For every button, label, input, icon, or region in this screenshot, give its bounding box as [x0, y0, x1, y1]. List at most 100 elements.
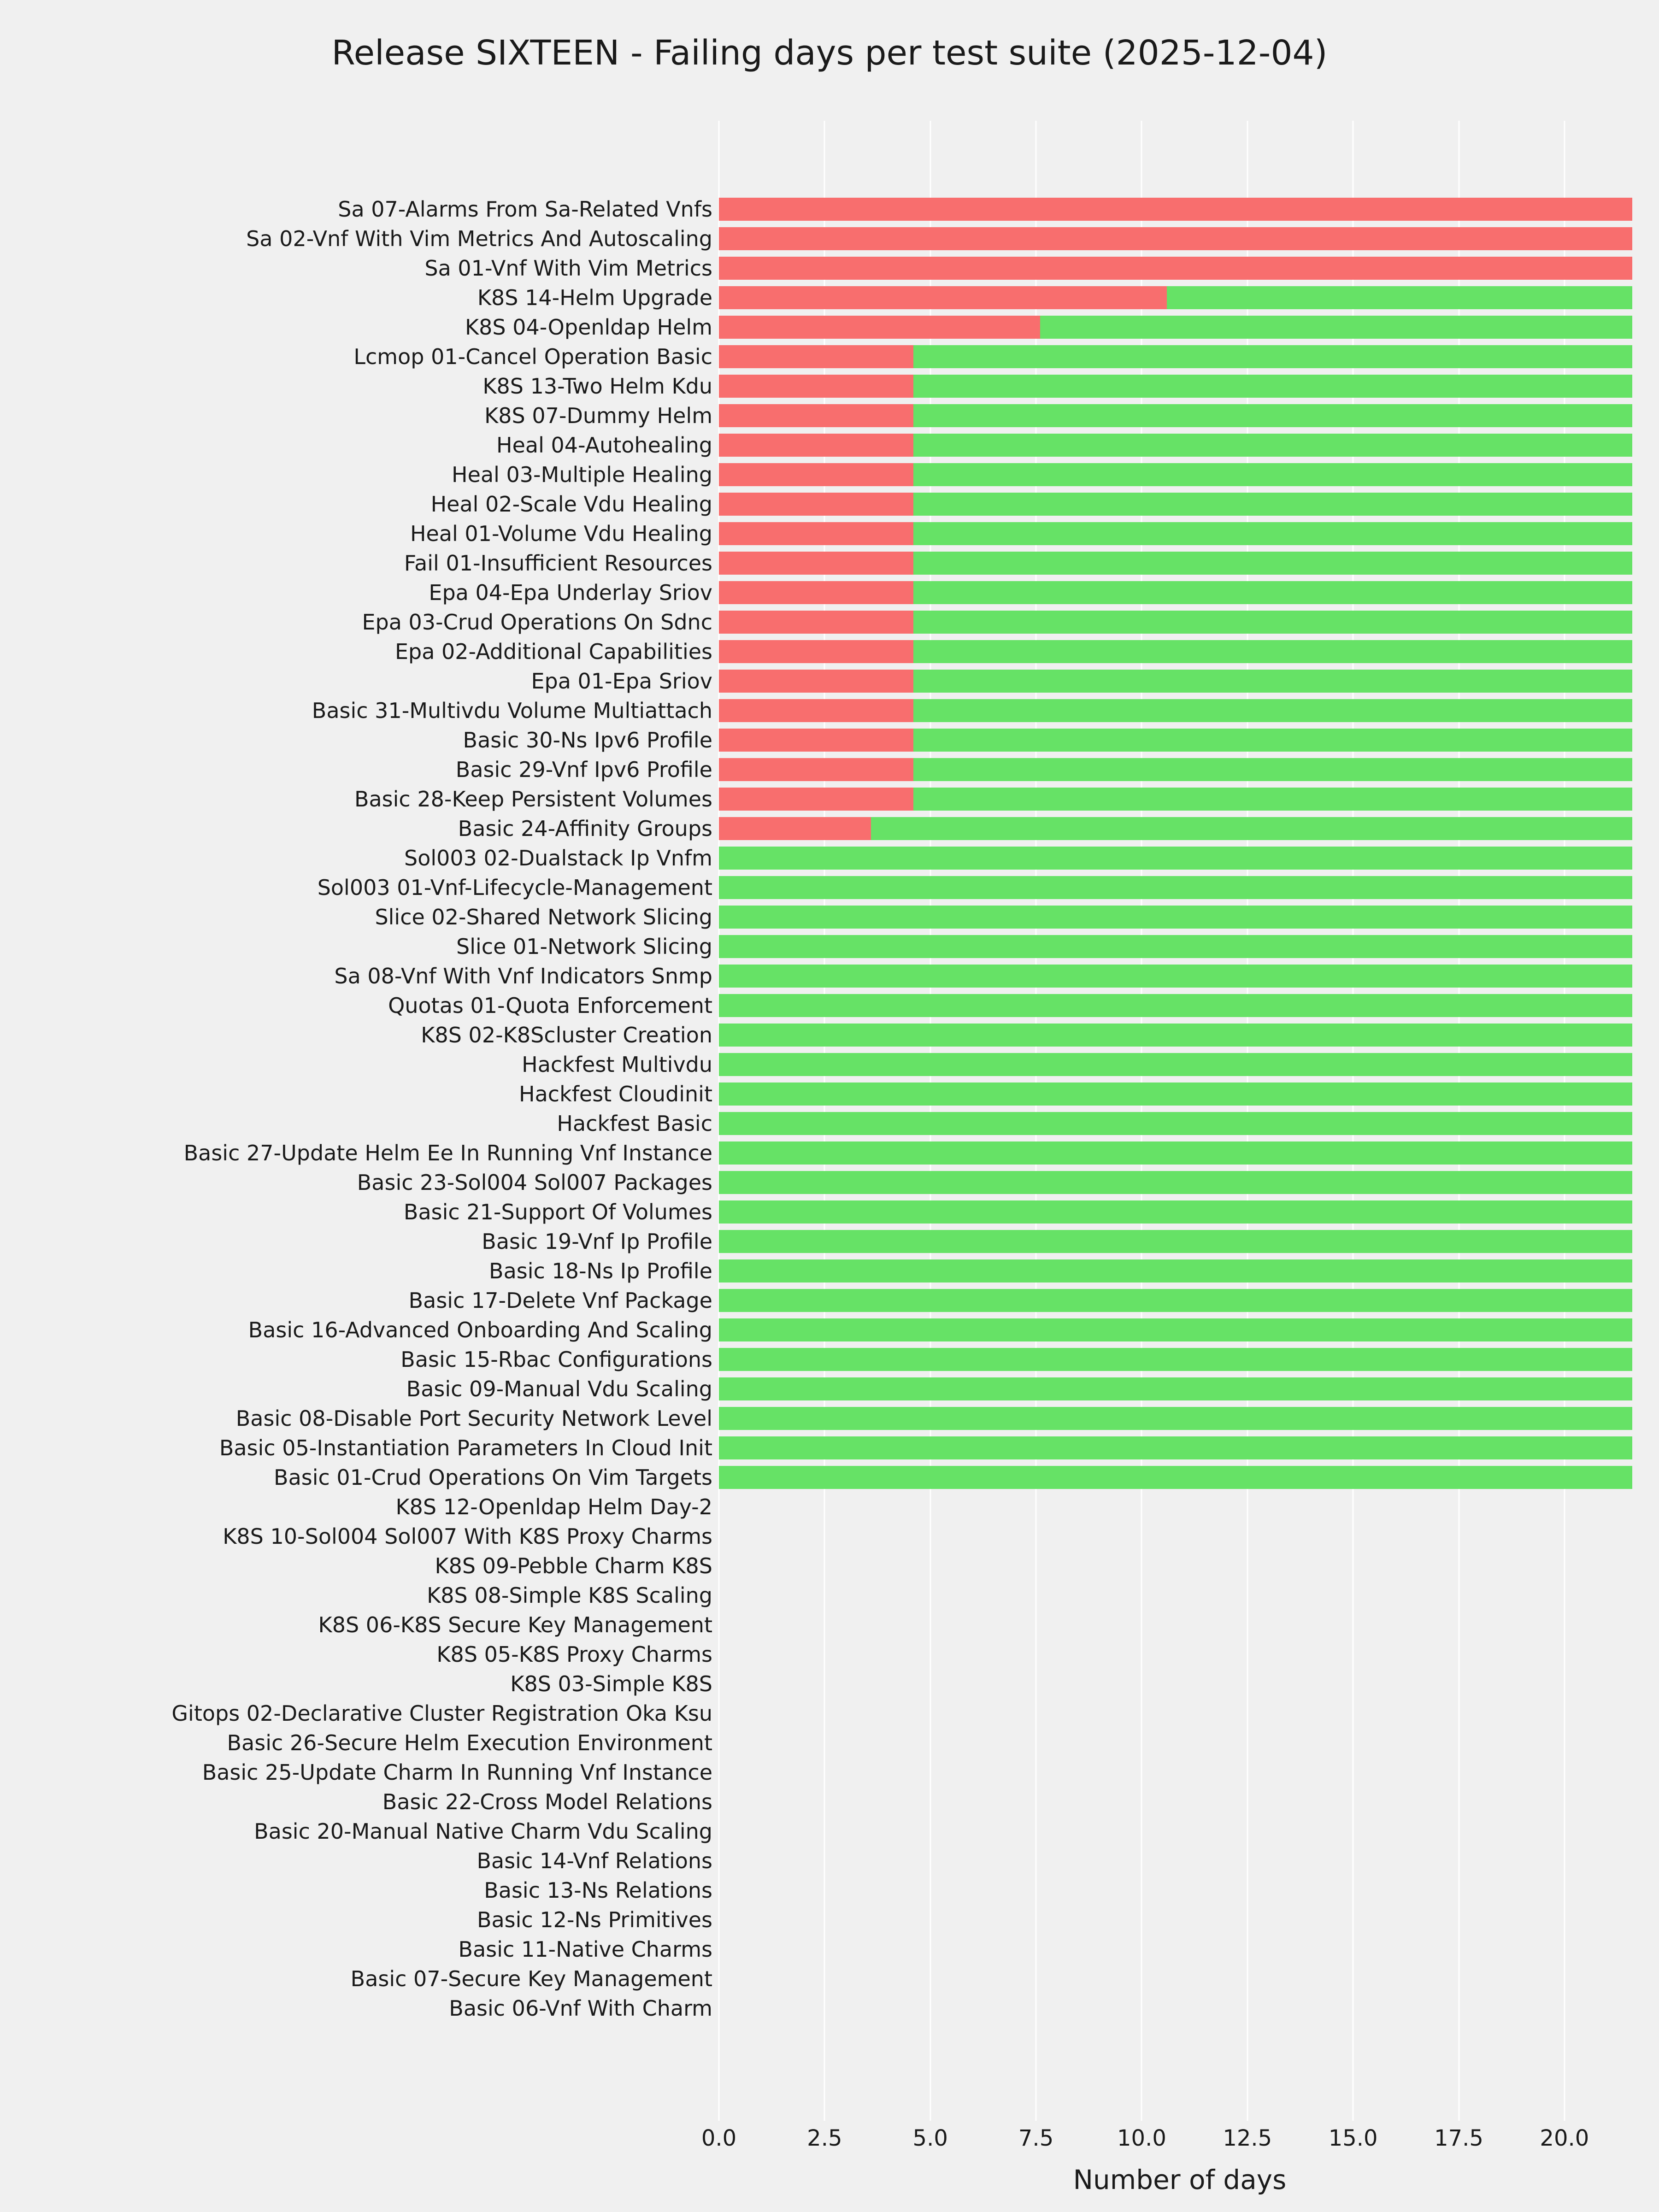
y-axis-label: K8S 02-K8Scluster Creation — [421, 1023, 712, 1047]
y-axis-label: Sa 07-Alarms From Sa-Related Vnfs — [338, 197, 712, 222]
y-axis-label: Basic 21-Support Of Volumes — [403, 1200, 712, 1224]
bar-row — [719, 1551, 1641, 1581]
bar-segment-passing-days — [913, 522, 1632, 545]
bar-row — [719, 1079, 1641, 1109]
bar-row — [719, 1256, 1641, 1286]
bar-row — [719, 991, 1641, 1020]
x-axis-label: Number of days — [1073, 2164, 1287, 2195]
y-axis-label: Basic 29-Vnf Ipv6 Profile — [455, 757, 712, 782]
bar-row — [719, 1758, 1641, 1787]
x-tick-label: 2.5 — [807, 2125, 842, 2151]
y-axis-label: K8S 13-Two Helm Kdu — [482, 374, 712, 399]
y-axis-label: Basic 05-Instantiation Parameters In Clo… — [219, 1435, 712, 1460]
y-axis-label: Basic 28-Keep Persistent Volumes — [354, 787, 712, 812]
y-axis-label: Basic 25-Update Charm In Running Vnf Ins… — [202, 1760, 712, 1785]
bar-segment-passing-days — [719, 906, 1632, 929]
y-axis-label: Basic 12-Ns Primitives — [477, 1907, 712, 1932]
bar-segment-failing-days — [719, 404, 914, 427]
bar-segment-passing-days — [913, 581, 1632, 604]
bar-segment-failing-days — [719, 758, 914, 781]
bar-segment-passing-days — [719, 1053, 1632, 1076]
bar-row — [719, 253, 1641, 283]
x-tick-label: 10.0 — [1117, 2125, 1166, 2151]
bar-row — [719, 666, 1641, 696]
bar-segment-passing-days — [913, 611, 1632, 634]
y-axis-label: Fail 01-Insufficient Resources — [404, 551, 712, 576]
y-axis-label: Heal 03-Multiple Healing — [452, 462, 712, 487]
y-axis-label: Basic 20-Manual Native Charm Vdu Scaling — [254, 1819, 712, 1844]
bar-segment-failing-days — [719, 611, 914, 634]
y-axis-label: Sa 02-Vnf With Vim Metrics And Autoscali… — [246, 226, 712, 251]
bar-row — [719, 902, 1641, 932]
y-axis-label: Basic 06-Vnf With Charm — [449, 1996, 712, 2021]
bar-segment-failing-days — [719, 463, 914, 486]
y-axis-label: Basic 23-Sol004 Sol007 Packages — [357, 1170, 712, 1195]
bar-segment-failing-days — [719, 670, 914, 693]
y-axis-label: Basic 15-Rbac Configurations — [400, 1347, 712, 1372]
bar-row — [719, 755, 1641, 784]
y-axis-label: Heal 01-Volume Vdu Healing — [410, 521, 712, 546]
y-axis-label: Heal 04-Autohealing — [496, 433, 712, 458]
bar-segment-passing-days — [719, 847, 1632, 870]
bar-segment-passing-days — [719, 1200, 1632, 1224]
bar-row — [719, 1433, 1641, 1463]
bar-row — [719, 1581, 1641, 1610]
bar-segment-passing-days — [719, 1377, 1632, 1400]
y-axis-label: K8S 07-Dummy Helm — [484, 403, 712, 428]
bar-row — [719, 1492, 1641, 1522]
x-axis-ticks: 0.0 2.5 5.0 7.5 10.0 12.5 15.0 17.5 20.0 — [701, 2121, 1641, 2158]
bar-segment-passing-days — [719, 1259, 1632, 1282]
y-axis-label: Basic 13-Ns Relations — [484, 1878, 712, 1903]
y-axis-label: Basic 16-Advanced Onboarding And Scaling — [248, 1318, 712, 1342]
x-tick-label: 12.5 — [1223, 2125, 1272, 2151]
bar-segment-failing-days — [719, 552, 914, 575]
bar-segment-failing-days — [719, 257, 1632, 280]
bar-segment-failing-days — [719, 729, 914, 752]
y-axis-label: Epa 02-Additional Capabilities — [394, 639, 712, 664]
bar-segment-passing-days — [719, 1436, 1632, 1459]
bar-row — [719, 961, 1641, 991]
bar-row — [719, 1109, 1641, 1138]
bar-row — [719, 430, 1641, 460]
bar-row — [719, 1846, 1641, 1876]
plot-area — [718, 121, 1641, 2121]
bar-segment-passing-days — [913, 552, 1632, 575]
x-tick-label: 0.0 — [701, 2125, 737, 2151]
bar-row — [719, 401, 1641, 430]
bar-segment-passing-days — [719, 1466, 1632, 1489]
bar-segment-failing-days — [719, 286, 1167, 309]
bar-segment-passing-days — [871, 817, 1632, 840]
bar-segment-failing-days — [719, 198, 1632, 221]
bar-row — [719, 548, 1641, 578]
bar-segment-failing-days — [719, 699, 914, 722]
bar-row — [719, 1640, 1641, 1669]
bar-row — [719, 283, 1641, 312]
bar-row — [719, 489, 1641, 519]
bar-row — [719, 224, 1641, 253]
bar-segment-failing-days — [719, 640, 914, 663]
bar-row — [719, 1315, 1641, 1345]
bar-row — [719, 1669, 1641, 1699]
bar-row — [719, 1935, 1641, 1964]
bar-row — [719, 932, 1641, 961]
bar-segment-failing-days — [719, 227, 1632, 250]
bar-segment-passing-days — [719, 1318, 1632, 1341]
x-tick-label: 20.0 — [1540, 2125, 1589, 2151]
y-axis-label: K8S 08-Simple K8S Scaling — [427, 1583, 712, 1608]
y-axis-label: Epa 03-Crud Operations On Sdnc — [362, 610, 712, 635]
bar-segment-passing-days — [719, 1024, 1632, 1047]
bar-segment-failing-days — [719, 345, 914, 368]
y-axis-label: Hackfest Basic — [557, 1111, 712, 1136]
bar-row — [719, 1374, 1641, 1404]
x-tick-label: 15.0 — [1328, 2125, 1378, 2151]
bar-row — [719, 1404, 1641, 1433]
y-axis-label: Sa 08-Vnf With Vnf Indicators Snmp — [334, 964, 712, 988]
bar-row — [719, 1522, 1641, 1551]
chart-area: Sa 07-Alarms From Sa-Related Vnfs Sa 02-V… — [0, 121, 1659, 2195]
y-axis-label: K8S 06-K8S Secure Key Management — [318, 1612, 712, 1637]
y-axis-label: K8S 09-Pebble Charm K8S — [435, 1553, 712, 1578]
bar-row — [719, 637, 1641, 666]
y-axis-label: Hackfest Cloudinit — [519, 1082, 712, 1106]
bar-row — [719, 1876, 1641, 1905]
y-axis-label: Basic 18-Ns Ip Profile — [489, 1259, 712, 1283]
